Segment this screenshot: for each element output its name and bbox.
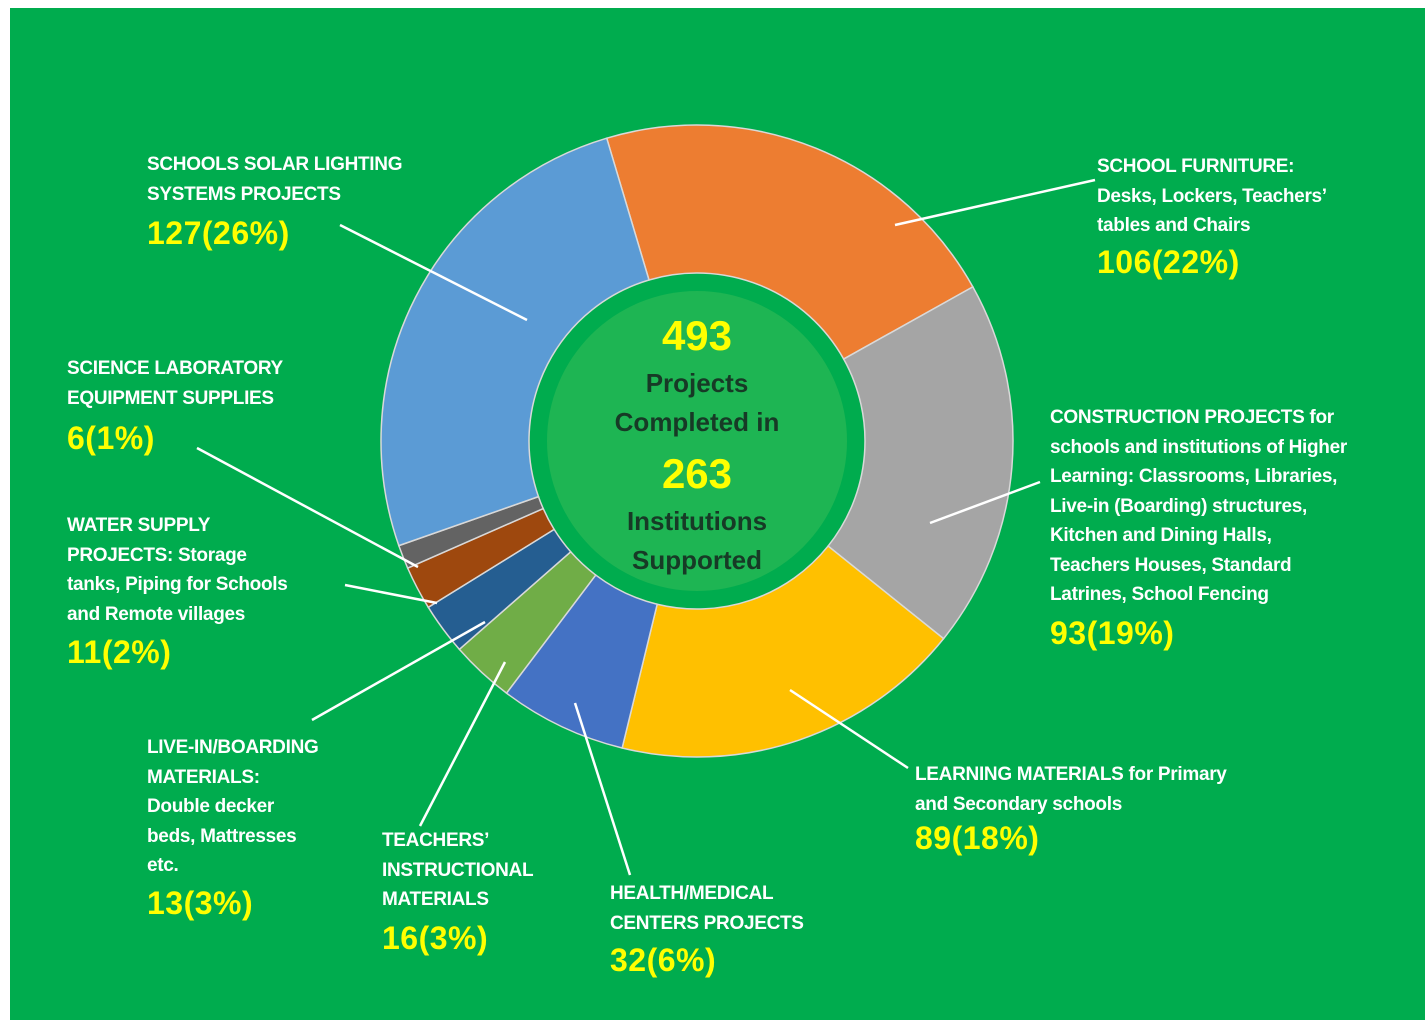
leader-line bbox=[344, 583, 438, 605]
leader-line bbox=[339, 223, 528, 322]
slice bbox=[605, 124, 974, 361]
value-label: 32(6%) bbox=[610, 942, 717, 978]
leader-line bbox=[573, 702, 632, 876]
center-disc bbox=[547, 291, 847, 591]
category-label: LEARNING MATERIALS for Primary and Secon… bbox=[915, 764, 1227, 815]
leader-line bbox=[196, 446, 419, 569]
category-label: WATER SUPPLY PROJECTS: Storage tanks, Pi… bbox=[67, 515, 288, 625]
value-label: 93(19%) bbox=[1050, 615, 1175, 651]
value-label: 127(26%) bbox=[147, 215, 290, 251]
value-label: 6(1%) bbox=[67, 420, 155, 456]
value-label: 89(18%) bbox=[915, 820, 1040, 856]
total-text: Projects Completed in bbox=[614, 368, 780, 437]
category-label: SCHOOLS SOLAR LIGHTING SYSTEMS PROJECTS bbox=[147, 154, 403, 205]
value-label: 11(2%) bbox=[67, 634, 172, 670]
slice bbox=[827, 285, 1014, 640]
total-projects: 493 bbox=[661, 312, 733, 359]
institutions-text: Institutions Supported bbox=[626, 506, 768, 575]
value-label: 16(3%) bbox=[382, 920, 489, 956]
slice bbox=[621, 545, 945, 758]
category-label: HEALTH/MEDICAL CENTERS PROJECTS bbox=[610, 883, 804, 934]
total-institutions: 263 bbox=[661, 450, 733, 497]
category-label: CONSTRUCTION PROJECTS for schools and in… bbox=[1050, 407, 1347, 605]
leader-line bbox=[418, 661, 507, 827]
leader-line bbox=[929, 480, 1041, 525]
category-label: LIVE-IN/BOARDING MATERIALS: Double decke… bbox=[147, 737, 319, 876]
category-label: SCHOOL FURNITURE: Desks, Lockers, Teache… bbox=[1097, 156, 1327, 236]
leader-line bbox=[894, 178, 1096, 227]
slice bbox=[380, 137, 650, 547]
category-label: SCIENCE LABORATORY EQUIPMENT SUPPLIES bbox=[67, 358, 283, 409]
category-label: TEACHERS’ INSTRUCTIONAL MATERIALS bbox=[382, 830, 534, 910]
leader-line bbox=[311, 620, 486, 722]
leader-line bbox=[789, 688, 909, 770]
value-label: 13(3%) bbox=[147, 885, 254, 921]
value-label: 106(22%) bbox=[1097, 244, 1240, 280]
